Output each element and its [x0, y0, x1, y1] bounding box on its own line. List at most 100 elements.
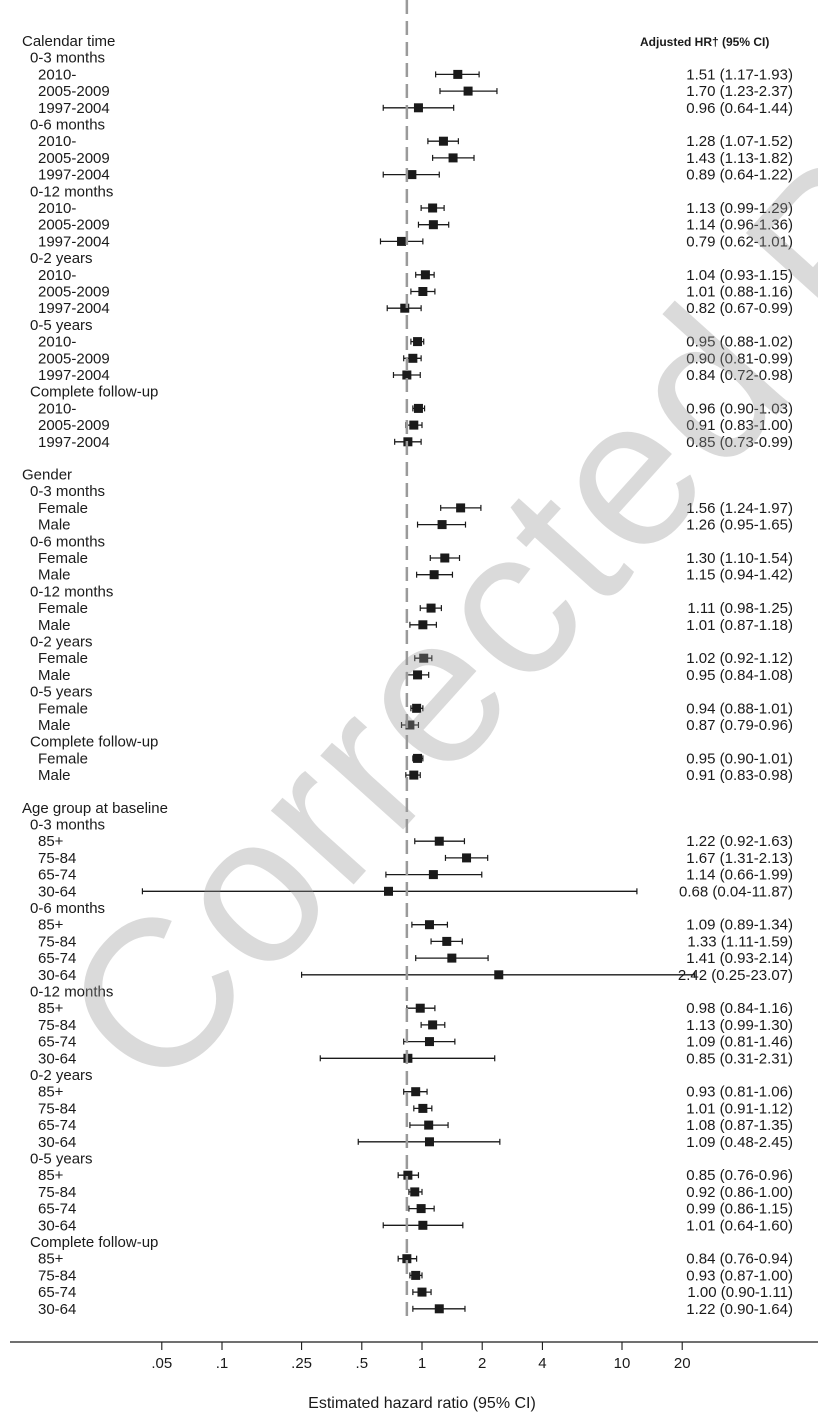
row-label: Complete follow-up	[30, 1234, 158, 1251]
forest-row: Male 0.95 (0.84-1.08)	[38, 667, 793, 684]
forest-row: 75-84 1.01 (0.91-1.12)	[38, 1100, 793, 1117]
row-label: 30-64	[38, 1134, 76, 1151]
subgroup-header: Complete follow-up	[30, 1234, 158, 1251]
hr-ci-value: 0.95 (0.84-1.08)	[686, 667, 793, 684]
row-label: 75-84	[38, 933, 76, 950]
forest-row: 1997-2004 0.79 (0.62-1.01)	[38, 233, 793, 250]
row-label: Female	[38, 550, 88, 567]
row-label: 1997-2004	[38, 100, 110, 117]
row-label: 0-3 months	[30, 817, 105, 834]
forest-row: 65-74 1.09 (0.81-1.46)	[38, 1034, 793, 1051]
row-label: 65-74	[38, 1284, 76, 1301]
row-label: Male	[38, 717, 71, 734]
hr-point	[438, 136, 448, 146]
hr-ci-value: 0.96 (0.90-1.03)	[686, 400, 793, 417]
x-tick-label: .05	[151, 1355, 172, 1372]
hr-ci-value: 0.92 (0.86-1.00)	[686, 1184, 793, 1201]
forest-row: 2010- 1.13 (0.99-1.29)	[38, 200, 793, 217]
hr-ci-value: 0.93 (0.87-1.00)	[686, 1267, 793, 1284]
subgroup-header: Complete follow-up	[30, 384, 158, 401]
hr-ci-value: 1.01 (0.91-1.12)	[686, 1100, 793, 1117]
hr-point	[413, 403, 423, 413]
forest-row: 30-64 0.68 (0.04-11.87)	[38, 883, 793, 900]
row-label: 2005-2009	[38, 350, 110, 367]
forest-row: 75-84 0.92 (0.86-1.00)	[38, 1184, 793, 1201]
hr-ci-value: 1.09 (0.81-1.46)	[686, 1034, 793, 1051]
hr-ci-value: 0.95 (0.90-1.01)	[686, 750, 793, 767]
row-label: 0-3 months	[30, 50, 105, 67]
hr-ci-value: 1.56 (1.24-1.97)	[686, 500, 793, 517]
row-label: 2010-	[38, 267, 76, 284]
forest-row: 65-74 1.14 (0.66-1.99)	[38, 867, 793, 884]
hr-point	[413, 670, 423, 680]
row-label: 30-64	[38, 1217, 76, 1234]
forest-row: 30-64 2.42 (0.25-23.07)	[38, 967, 793, 984]
forest-row: 2005-2009 0.91 (0.83-1.00)	[38, 417, 793, 434]
row-label: 75-84	[38, 850, 76, 867]
forest-row: 65-74 1.00 (0.90-1.11)	[38, 1284, 793, 1301]
forest-row: 2010- 1.28 (1.07-1.52)	[38, 133, 793, 150]
hr-ci-value: 1.01 (0.64-1.60)	[686, 1217, 793, 1234]
forest-row: Female 1.02 (0.92-1.12)	[38, 650, 793, 667]
row-label: 0-2 years	[30, 250, 93, 267]
subgroup-header: 0-2 years	[30, 250, 93, 267]
right-column-header: Adjusted HR† (95% CI)	[640, 35, 769, 49]
subgroup-header: 0-2 years	[30, 1067, 93, 1084]
x-tick-label: .25	[291, 1355, 312, 1372]
forest-row: 30-64 1.09 (0.48-2.45)	[38, 1134, 793, 1151]
row-label: 2005-2009	[38, 150, 110, 167]
hr-point	[434, 836, 444, 846]
hr-point	[428, 1020, 438, 1030]
hr-ci-value: 1.51 (1.17-1.93)	[686, 66, 793, 83]
forest-row: 2005-2009 1.14 (0.96-1.36)	[38, 217, 793, 234]
hr-ci-value: 1.22 (0.90-1.64)	[686, 1301, 793, 1318]
forest-row: 1997-2004 0.82 (0.67-0.99)	[38, 300, 793, 317]
hr-point	[463, 86, 473, 96]
x-tick-label: .5	[356, 1355, 369, 1372]
row-label: Female	[38, 500, 88, 517]
forest-row: 1997-2004 0.89 (0.64-1.22)	[38, 167, 793, 184]
row-label: Male	[38, 767, 71, 784]
hr-point	[418, 620, 428, 630]
hr-point	[418, 1103, 428, 1113]
row-label: Male	[38, 567, 71, 584]
hr-point	[462, 853, 472, 863]
subgroup-header: 0-3 months	[30, 483, 105, 500]
hr-ci-value: 0.85 (0.76-0.96)	[686, 1167, 793, 1184]
row-label: 0-6 months	[30, 533, 105, 550]
x-tick-label: .1	[216, 1355, 229, 1372]
hr-ci-value: 1.09 (0.48-2.45)	[686, 1134, 793, 1151]
hr-ci-value: 1.70 (1.23-2.37)	[686, 83, 793, 100]
hr-ci-value: 1.28 (1.07-1.52)	[686, 133, 793, 150]
hr-ci-value: 0.87 (0.79-0.96)	[686, 717, 793, 734]
hr-point	[403, 1170, 413, 1180]
forest-row: 2010- 0.95 (0.88-1.02)	[38, 334, 793, 351]
hr-ci-value: 0.96 (0.64-1.44)	[686, 100, 793, 117]
hr-point	[400, 303, 410, 313]
forest-row: 85+ 1.09 (0.89-1.34)	[38, 917, 793, 934]
row-label: Male	[38, 517, 71, 534]
forest-row: 1997-2004 0.84 (0.72-0.98)	[38, 367, 793, 384]
forest-row: Female 1.30 (1.10-1.54)	[38, 550, 793, 567]
row-label: 2010-	[38, 200, 76, 217]
row-label: 0-5 years	[30, 684, 93, 701]
hr-point	[402, 370, 412, 380]
row-label: 2005-2009	[38, 284, 110, 301]
row-label: 85+	[38, 1000, 64, 1017]
hr-ci-value: 1.01 (0.88-1.16)	[686, 284, 793, 301]
forest-row: Male 1.26 (0.95-1.65)	[38, 517, 793, 534]
row-label: Male	[38, 667, 71, 684]
forest-row: 85+ 0.84 (0.76-0.94)	[38, 1251, 793, 1268]
row-label: 1997-2004	[38, 434, 110, 451]
hr-ci-value: 0.93 (0.81-1.06)	[686, 1084, 793, 1101]
hr-point	[402, 1254, 412, 1264]
hr-point	[410, 1187, 420, 1197]
forest-row: Male 1.15 (0.94-1.42)	[38, 567, 793, 584]
hr-ci-value: 1.01 (0.87-1.18)	[686, 617, 793, 634]
hr-point	[418, 287, 428, 296]
hr-point	[419, 653, 429, 663]
hr-ci-value: 1.30 (1.10-1.54)	[686, 550, 793, 567]
row-label: 2010-	[38, 66, 76, 83]
row-label: 65-74	[38, 1117, 76, 1134]
